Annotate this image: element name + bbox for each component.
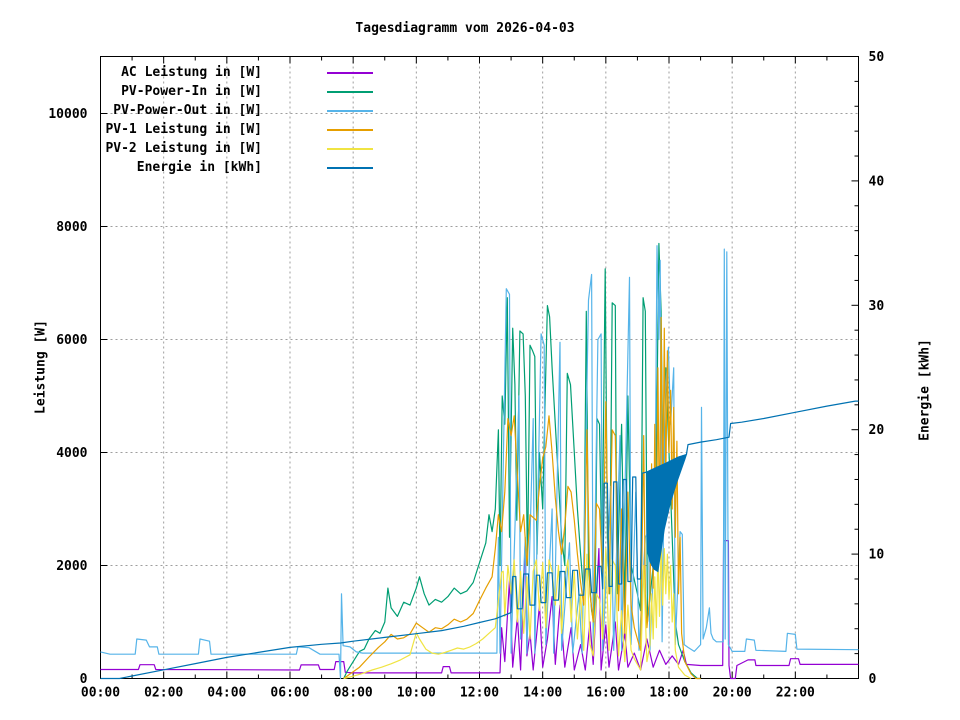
legend-line-sample (327, 147, 373, 150)
legend-item-pv2: PV-2 Leistung in [W] (92, 139, 373, 158)
series-line-pv2 (343, 545, 692, 680)
x-tick-label: 18:00 (649, 686, 688, 701)
left-tick-label: 0 (80, 672, 88, 687)
legend-item-pvout: PV-Power-Out in [W] (92, 101, 373, 120)
left-tick-label: 8000 (56, 220, 87, 235)
left-tick-label: 6000 (56, 333, 87, 348)
legend-item-ac: AC Leistung in [W] (92, 63, 373, 82)
right-tick-label: 50 (869, 50, 885, 65)
right-tick-label: 0 (869, 672, 877, 687)
series-line-pvin (343, 242, 701, 680)
legend-item-pvin: PV-Power-In in [W] (92, 82, 373, 101)
legend: AC Leistung in [W] PV-Power-In in [W] PV-P… (92, 63, 373, 177)
x-tick-label: 14:00 (523, 686, 562, 701)
left-tick-label: 4000 (56, 446, 87, 461)
legend-label: PV-2 Leistung in [W] (105, 141, 262, 156)
x-tick-label: 10:00 (397, 686, 436, 701)
legend-item-energie: Energie in [kWh] (92, 158, 373, 177)
legend-label: AC Leistung in [W] (121, 65, 262, 80)
x-tick-label: 04:00 (207, 686, 246, 701)
x-tick-label: 02:00 (144, 686, 183, 701)
right-tick-label: 40 (869, 174, 885, 189)
chart-title: Tagesdiagramm vom 2026-04-03 (355, 21, 575, 36)
legend-line-sample (327, 128, 373, 131)
left-tick-label: 10000 (48, 107, 87, 122)
right-tick-label: 10 (869, 548, 885, 563)
series-line-energie (100, 400, 859, 680)
x-tick-label: 06:00 (270, 686, 309, 701)
x-tick-label: 08:00 (334, 686, 373, 701)
x-tick-label: 12:00 (460, 686, 499, 701)
legend-label: Energie in [kWh] (136, 160, 262, 175)
legend-line-sample (327, 166, 373, 169)
legend-line-sample (327, 109, 373, 112)
series-line-pvout (100, 245, 859, 680)
left-tick-label: 2000 (56, 559, 87, 574)
right-tick-label: 30 (869, 299, 885, 314)
legend-line-sample (327, 71, 373, 74)
x-tick-label: 00:00 (81, 686, 120, 701)
right-tick-label: 20 (869, 423, 885, 438)
x-tick-label: 22:00 (776, 686, 815, 701)
legend-label: PV-Power-Out in [W] (113, 103, 262, 118)
legend-label: PV-1 Leistung in [W] (105, 122, 262, 137)
x-tick-label: 20:00 (713, 686, 752, 701)
legend-label: PV-Power-In in [W] (121, 84, 262, 99)
x-tick-label: 16:00 (586, 686, 625, 701)
legend-item-pv1: PV-1 Leistung in [W] (92, 120, 373, 139)
legend-line-sample (327, 90, 373, 93)
